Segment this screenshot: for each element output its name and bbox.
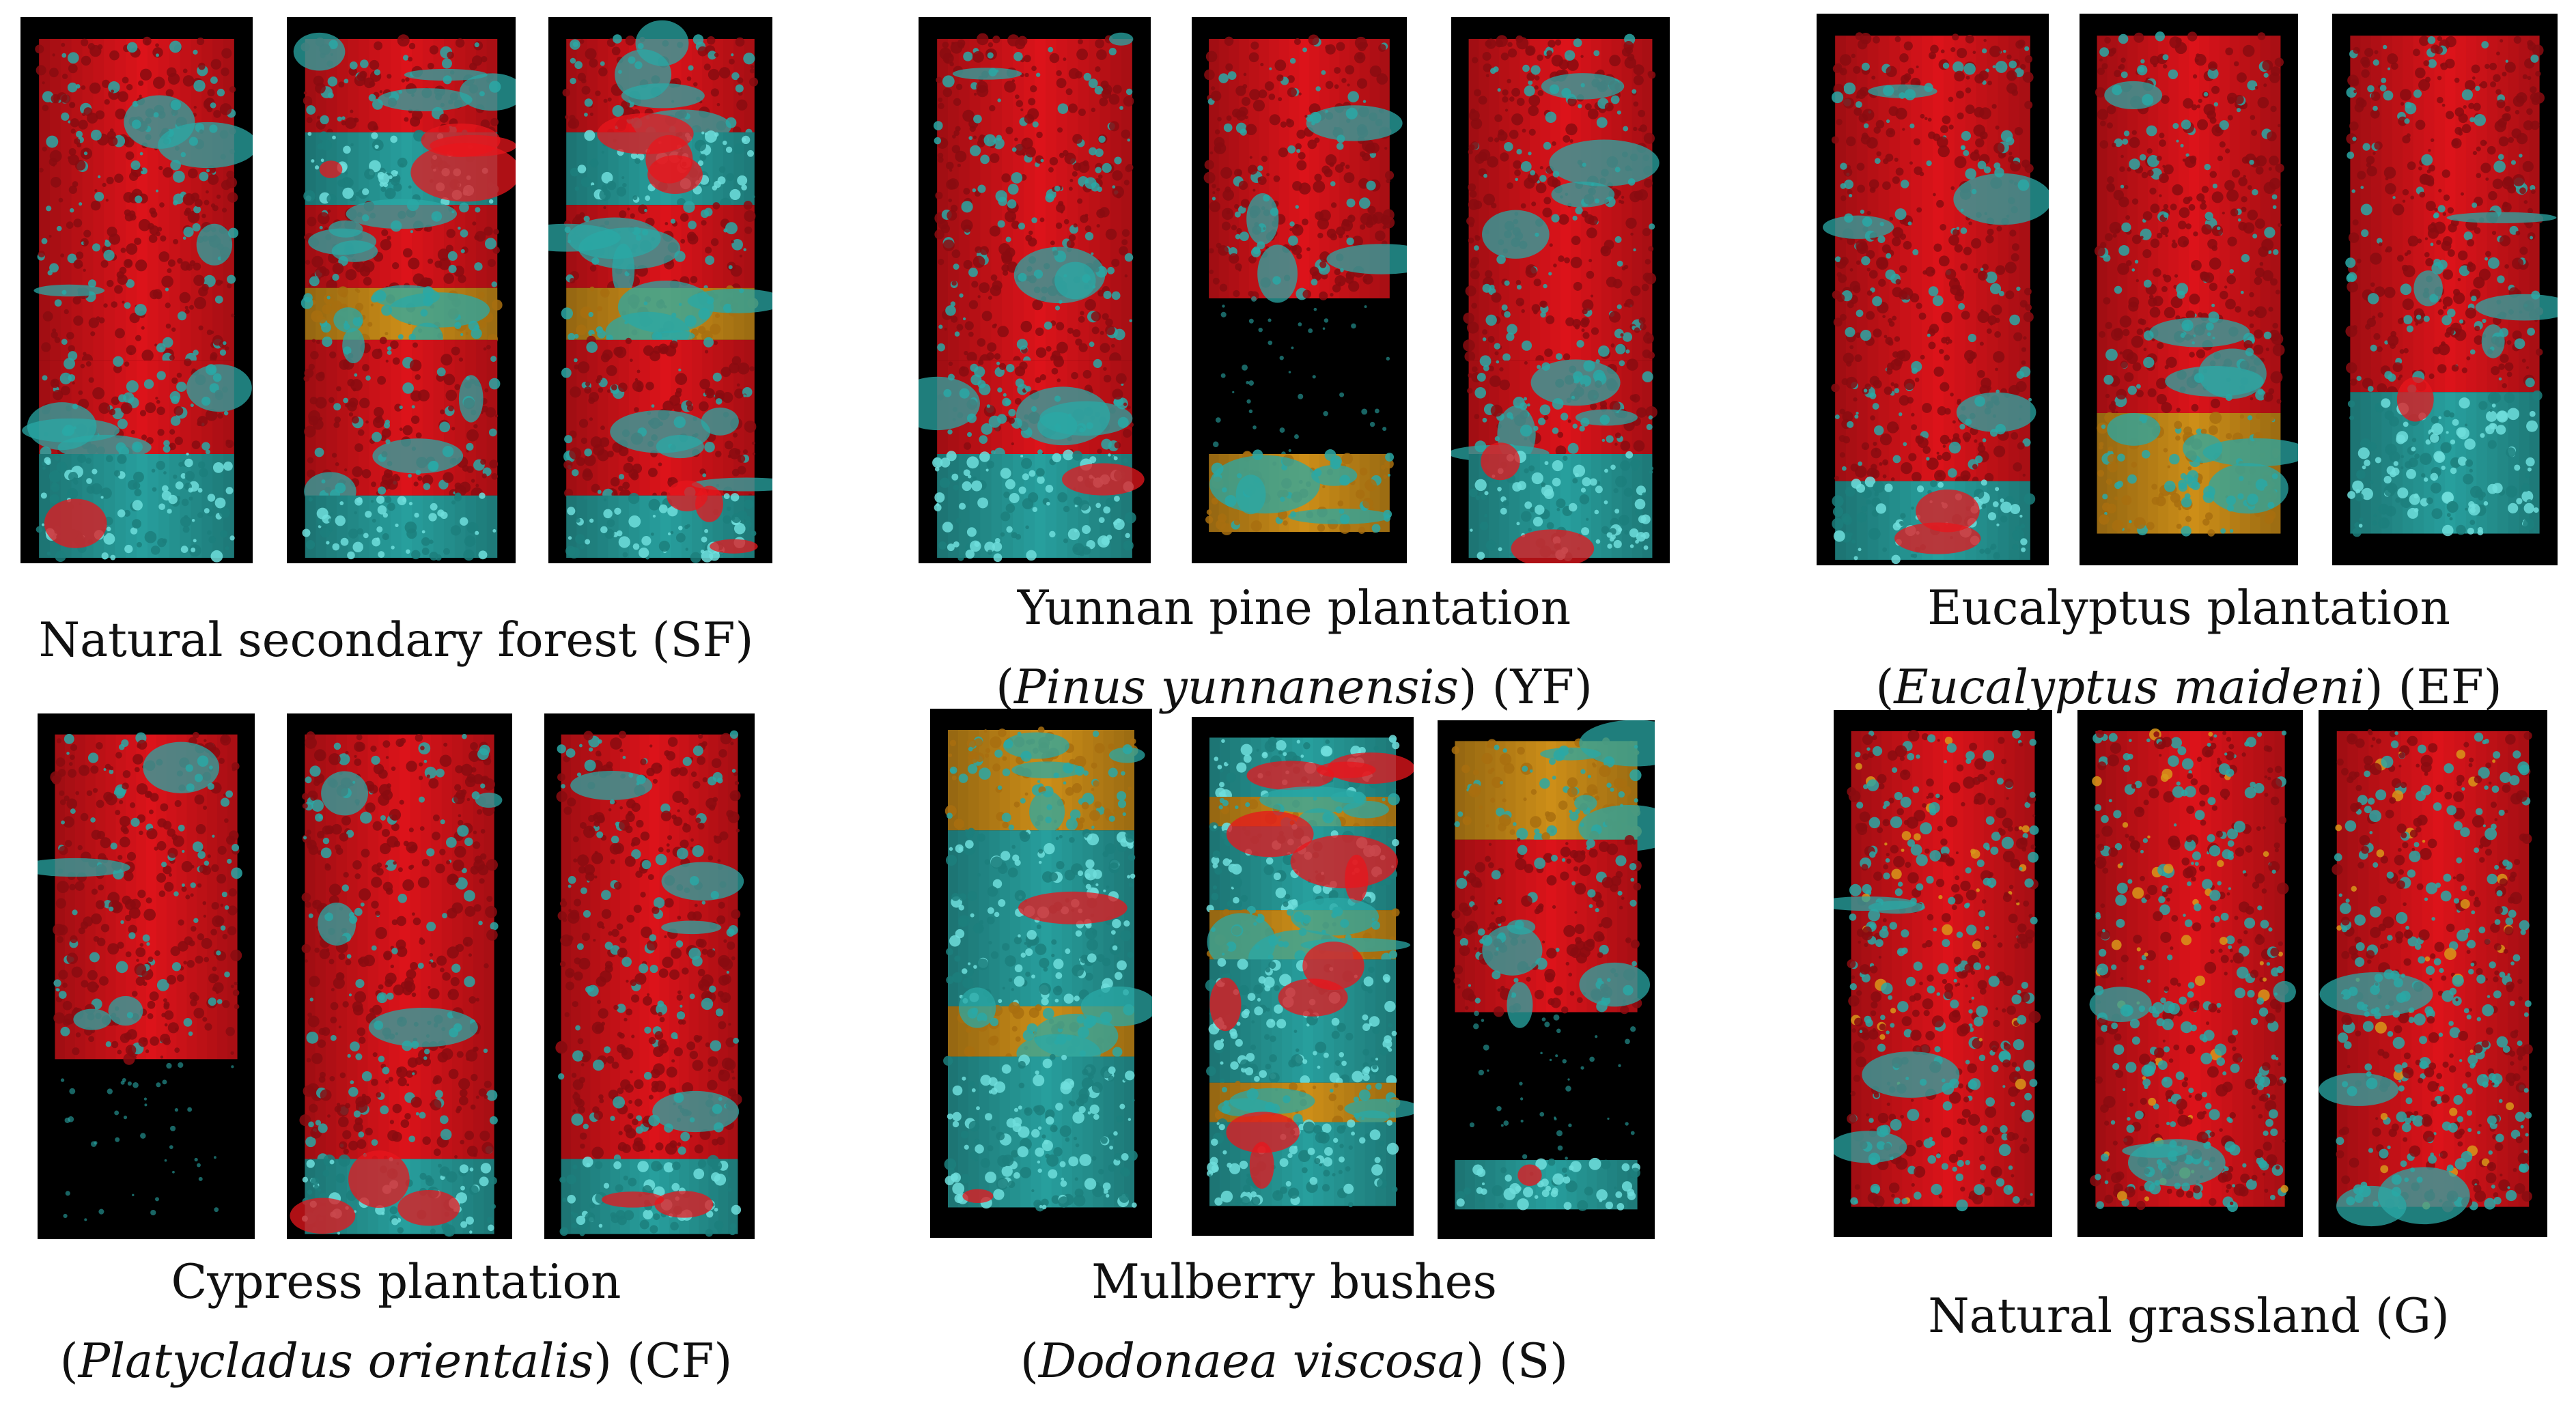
- core-image-yf-1: [919, 17, 1151, 563]
- caption-ef-line1: Eucalyptus plantation: [1927, 581, 2450, 636]
- caption-g-line1: Natural grassland (G): [1928, 1289, 2450, 1344]
- core-image-g-1: [1834, 710, 2052, 1237]
- caption-yf-line1: Yunnan pine plantation: [1017, 581, 1571, 636]
- core-render: [2094, 31, 2298, 537]
- caption-sf: Natural secondary forest (SF): [20, 601, 772, 680]
- core-image-s-3: [1438, 720, 1655, 1239]
- caption-cf: Cypress plantation (Platycladus oriental…: [20, 1243, 772, 1401]
- core-render: [1834, 729, 2041, 1212]
- core-render: [1822, 32, 2049, 565]
- core-render: [1451, 33, 1660, 563]
- caption-cf-line2: (Platycladus orientalis) (CF): [59, 1334, 733, 1389]
- caption-yf-line2: (Pinus yunnanensis) (YF): [996, 660, 1593, 715]
- core-image-sf-2: [287, 17, 516, 563]
- caption-yf: Yunnan pine plantation (Pinus yunnanensi…: [919, 569, 1670, 727]
- core-render: [293, 32, 516, 561]
- core-image-g-3: [2319, 710, 2547, 1237]
- core-render: [2345, 36, 2558, 537]
- caption-sf-line1: Natural secondary forest (SF): [38, 613, 754, 668]
- core-render: [22, 36, 253, 563]
- caption-ef: Eucalyptus plantation (Eucalyptus maiden…: [1817, 569, 2561, 727]
- core-image-ef-3: [2332, 14, 2558, 565]
- core-render: [555, 730, 744, 1237]
- core-image-sf-3: [548, 17, 772, 563]
- core-render: [38, 731, 242, 1221]
- core-render: [548, 20, 772, 563]
- core-render: [2319, 728, 2533, 1227]
- core-image-yf-2: [1192, 17, 1407, 563]
- core-image-ef-2: [2080, 14, 2298, 565]
- core-image-sf-1: [20, 17, 253, 563]
- caption-s-line2: (Dodonaea viscosa) (S): [1020, 1334, 1569, 1389]
- caption-ef-line2: (Eucalyptus maideni) (EF): [1875, 660, 2502, 715]
- core-render: [2089, 728, 2296, 1213]
- caption-s: Mulberry bushes (Dodonaea viscosa) (S): [919, 1243, 1670, 1401]
- core-render: [1451, 720, 1655, 1211]
- core-image-cf-2: [287, 713, 512, 1239]
- caption-cf-line1: Cypress plantation: [171, 1255, 621, 1310]
- caption-s-line1: Mulberry bushes: [1091, 1255, 1497, 1310]
- core-render: [1205, 735, 1414, 1208]
- core-image-g-2: [2077, 710, 2303, 1237]
- core-render: [943, 726, 1152, 1212]
- core-image-cf-1: [38, 713, 255, 1239]
- core-image-s-1: [930, 709, 1152, 1238]
- core-image-cf-3: [544, 713, 755, 1239]
- caption-g: Natural grassland (G): [1817, 1277, 2561, 1356]
- core-image-ef-1: [1817, 14, 2049, 565]
- core-render: [290, 731, 503, 1237]
- core-render: [1203, 34, 1407, 535]
- core-image-yf-3: [1451, 17, 1670, 563]
- core-image-s-2: [1192, 717, 1414, 1236]
- core-render: [919, 32, 1145, 563]
